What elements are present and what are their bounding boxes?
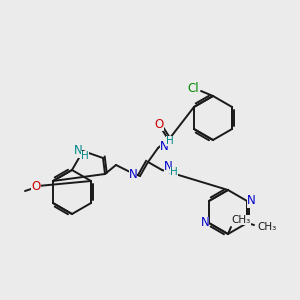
Text: CH₃: CH₃ (257, 222, 277, 232)
Text: Cl: Cl (187, 82, 199, 94)
Text: N: N (160, 140, 168, 152)
Text: N: N (201, 217, 209, 230)
Text: N: N (129, 167, 137, 181)
Text: N: N (74, 145, 82, 158)
Text: H: H (81, 151, 89, 161)
Text: H: H (166, 136, 174, 146)
Text: N: N (247, 194, 255, 208)
Text: O: O (32, 181, 40, 194)
Text: H: H (170, 167, 178, 177)
Text: N: N (164, 160, 172, 172)
Text: CH₃: CH₃ (231, 215, 250, 225)
Text: O: O (154, 118, 164, 130)
